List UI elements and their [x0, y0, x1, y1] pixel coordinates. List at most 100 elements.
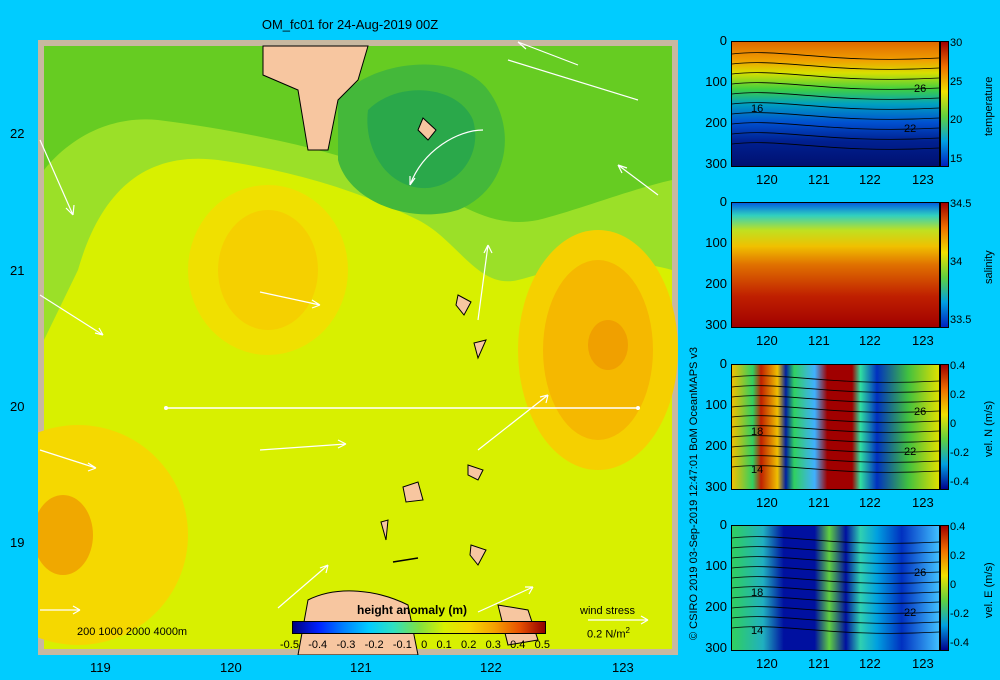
colorbar-tick: 0.2: [950, 389, 966, 401]
section-lon-tick: 121: [808, 656, 830, 671]
colorbar-tick: 34.5: [950, 198, 972, 210]
colorbar-tick: 20: [950, 114, 963, 127]
contour-label: 14: [751, 464, 764, 476]
colorbar-label: salinity: [983, 250, 995, 284]
colorbar-tick: 33.5: [950, 314, 972, 326]
height-tick: 0.3: [485, 639, 501, 651]
colorbar-tick: 0: [950, 418, 957, 430]
contour-label: 26: [914, 567, 927, 579]
height-tick: 0.5: [534, 639, 550, 651]
wind-legend-title: wind stress: [580, 605, 636, 617]
depth-legend: 200 1000 2000 4000m: [77, 626, 188, 638]
colorbar-tick: 25: [950, 75, 963, 88]
section-lon-tick: 121: [808, 172, 830, 187]
section-lon-tick: 122: [859, 495, 881, 510]
colorbar-tick: -0.4: [950, 476, 969, 488]
depth-tick: 300: [705, 156, 727, 171]
depth-tick: 200: [705, 438, 727, 453]
contour-label: 26: [914, 83, 927, 95]
section-lon-tick: 123: [912, 172, 934, 187]
section-lon-tick: 122: [859, 333, 881, 348]
colorbar-label: vel. N (m/s): [983, 400, 995, 458]
height-ticks: -0.5 -0.4 -0.3 -0.2 -0.1 0 0.1 0.2 0.3 0…: [280, 639, 550, 651]
section-lon-tick: 122: [859, 172, 881, 187]
depth-tick: 100: [705, 397, 727, 412]
colorbar-tick: 0.2: [950, 550, 966, 562]
colorbar-tick: 0.4: [950, 360, 966, 372]
section-lon-tick: 123: [912, 333, 934, 348]
contour-label: 22: [904, 123, 917, 135]
section-lon-tick: 121: [808, 333, 830, 348]
depth-tick: 0: [719, 517, 727, 532]
lon-tick: 121: [350, 660, 372, 675]
depth-tick: 0: [719, 194, 727, 209]
contour-label: 18: [751, 587, 764, 599]
section-colorbar: [940, 525, 949, 651]
wind-legend-scale: 0.2 N/m2: [587, 626, 630, 641]
depth-tick: 200: [705, 115, 727, 130]
lon-tick: 123: [612, 660, 634, 675]
depth-tick: 200: [705, 599, 727, 614]
credit-text: © CSIRO 2019 03-Sep-2019 12:47:01 BoM Oc…: [688, 346, 700, 640]
depth-tick: 0: [719, 356, 727, 371]
sea-level-map: [38, 40, 678, 655]
height-tick: -0.4: [308, 639, 328, 651]
wind-scale-sup: 2: [625, 626, 630, 635]
section-panel: [731, 41, 940, 167]
section-lon-tick: 123: [912, 495, 934, 510]
section-colorbar: [940, 364, 949, 490]
depth-tick: 300: [705, 640, 727, 655]
depth-tick: 200: [705, 276, 727, 291]
height-tick: -0.1: [392, 639, 412, 651]
depth-tick: 100: [705, 235, 727, 250]
map-title: OM_fc01 for 24-Aug-2019 00Z: [261, 17, 439, 32]
section-lon-tick: 120: [756, 333, 778, 348]
height-tick: -0.2: [364, 639, 384, 651]
colorbar-tick: -0.4: [950, 637, 969, 649]
section-panel: [731, 525, 940, 651]
section-lon-tick: 120: [756, 656, 778, 671]
height-tick: 0: [421, 639, 428, 651]
colorbar-tick: -0.2: [950, 447, 969, 459]
colorbar-label: vel. E (m/s): [983, 562, 995, 618]
contour-label: 22: [904, 607, 917, 619]
section-lon-tick: 121: [808, 495, 830, 510]
section-lon-tick: 120: [756, 172, 778, 187]
colorbar-tick: 34: [950, 256, 963, 268]
lon-tick: 122: [480, 660, 502, 675]
height-tick: -0.3: [336, 639, 356, 651]
contour-label: 22: [904, 446, 917, 458]
colorbar-tick: 0: [950, 579, 957, 591]
section-colorbar: [940, 202, 949, 328]
depth-tick: 300: [705, 317, 727, 332]
section-panel: [731, 364, 940, 490]
depth-tick: 100: [705, 558, 727, 573]
section-colorbar: [940, 41, 949, 167]
height-legend-title: height anomaly (m): [357, 603, 468, 617]
lat-tick: 20: [10, 399, 25, 414]
height-tick: 0.4: [510, 639, 526, 651]
section-lon-tick: 120: [756, 495, 778, 510]
lat-tick: 21: [10, 263, 25, 278]
contour-label: 18: [751, 426, 764, 438]
contour-label: 16: [751, 103, 764, 115]
height-tick: 0.2: [461, 639, 477, 651]
lat-tick: 22: [10, 126, 25, 141]
depth-tick: 300: [705, 479, 727, 494]
contour-label: 14: [751, 625, 764, 637]
colorbar-tick: 30: [950, 37, 963, 49]
lon-tick: 120: [220, 660, 242, 675]
lat-tick: 19: [10, 535, 25, 550]
colorbar-tick: 15: [950, 153, 963, 165]
section-lon-tick: 123: [912, 656, 934, 671]
lon-tick: 119: [90, 660, 111, 675]
height-tick: -0.5: [280, 639, 299, 651]
wind-scale-text: 0.2 N/m: [587, 628, 626, 641]
height-colorbar: [292, 621, 546, 634]
section-panel: [731, 202, 940, 328]
height-tick: 0.1: [436, 639, 452, 651]
colorbar-tick: -0.2: [950, 608, 969, 620]
colorbar-label: temperature: [983, 76, 995, 136]
section-lon-tick: 122: [859, 656, 881, 671]
contour-label: 26: [914, 406, 927, 418]
